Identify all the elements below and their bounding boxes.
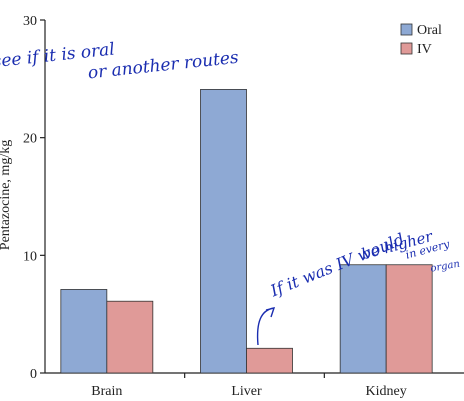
legend-swatch-oral <box>400 23 413 36</box>
bar-liver-oral <box>200 89 247 374</box>
legend-swatch-iv <box>400 42 413 55</box>
bar-kidney-oral <box>339 264 387 374</box>
annotation-arrow <box>256 307 276 346</box>
x-axis: Brain Liver Kidney <box>45 372 464 399</box>
bars <box>60 89 433 374</box>
y-tick-label: 0 <box>30 367 37 382</box>
legend: Oral IV <box>400 23 442 57</box>
bar-kidney-iv <box>385 264 433 374</box>
bar-brain-oral <box>60 289 108 374</box>
bar-brain-iv <box>106 300 154 374</box>
y-tick-label: 20 <box>23 132 37 147</box>
y-tick-label: 10 <box>23 249 37 264</box>
y-tick-label: 30 <box>23 14 37 29</box>
x-tick-label-brain: Brain <box>91 384 122 399</box>
annotation-note-2-line-4: organ <box>430 259 461 275</box>
legend-label-oral: Oral <box>417 23 442 38</box>
x-tick-label-liver: Liver <box>231 384 262 399</box>
bar-liver-iv <box>246 347 293 374</box>
legend-label-iv: IV <box>417 42 432 57</box>
y-axis-label: Pentazocine, mg/kg <box>0 140 13 250</box>
y-axis: 0 10 20 30 Pentazocine, mg/kg <box>0 14 46 382</box>
x-tick-label-kidney: Kidney <box>366 384 407 399</box>
